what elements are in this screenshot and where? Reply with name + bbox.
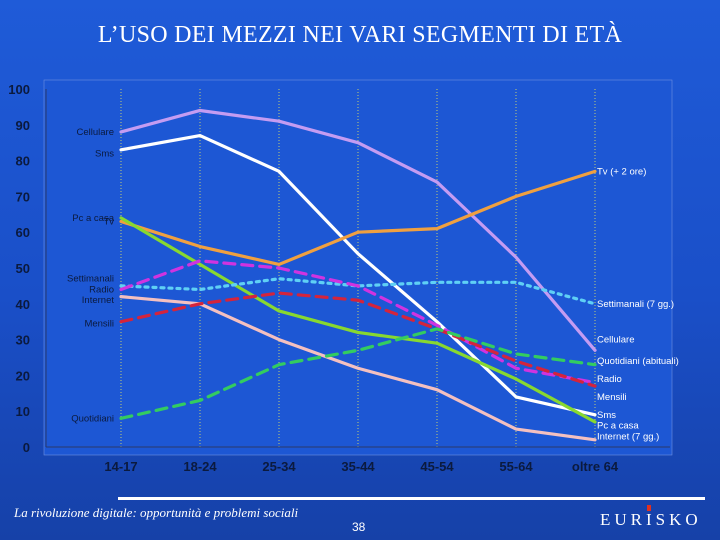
chart-axes: 0 10 20 30 40 50 60 70 80 90 100 14-17 18-24 25-34 35-… [8, 82, 670, 474]
left-label-radio: Radio [89, 284, 114, 295]
eurisko-logo: EURISKO [600, 510, 702, 529]
y-tick-label-30: 30 [16, 333, 30, 348]
y-tick-label-70: 70 [16, 189, 30, 204]
x-tick-label-14-17: 14-17 [104, 459, 137, 474]
right-label-cellulare: Cellulare [597, 335, 635, 346]
x-tick-label-35-44: 35-44 [341, 459, 375, 474]
series-line-radio [119, 259, 597, 385]
left-label-mensili: Mensili [84, 318, 114, 329]
x-tick-label-45-54: 45-54 [420, 459, 454, 474]
series-line-cellulare [119, 108, 597, 352]
right-label-quotidiani-abituali-: Quotidiani (abituali) [597, 356, 679, 367]
y-tick-label-20: 20 [16, 368, 30, 383]
left-label-cellulare: Cellulare [77, 127, 115, 138]
series-line-quotidiani [119, 327, 597, 420]
chart-series [119, 108, 597, 442]
left-label-tv: Tv [103, 216, 114, 227]
left-label-internet: Internet [82, 295, 115, 306]
y-tick-label-0: 0 [23, 440, 30, 455]
right-label-mensili: Mensili [597, 392, 627, 403]
x-tick-label-oltre 64: oltre 64 [572, 459, 619, 474]
y-tick-label-50: 50 [16, 261, 30, 276]
x-tick-label-55-64: 55-64 [499, 459, 533, 474]
right-label-radio: Radio [597, 374, 622, 385]
page-number: 38 [352, 520, 366, 534]
left-label-quotidiani: Quotidiani [71, 413, 114, 424]
footer-subtitle: La rivoluzione digitale: opportunità e p… [14, 505, 299, 520]
right-label-settimanali-7-gg-: Settimanali (7 gg.) [597, 299, 674, 310]
y-tick-label-80: 80 [16, 154, 30, 169]
y-tick-label-40: 40 [16, 297, 30, 312]
right-label-sms: Sms [597, 410, 616, 421]
left-label-sms: Sms [95, 148, 114, 159]
y-tick-label-10: 10 [16, 404, 30, 419]
y-tick-label-60: 60 [16, 225, 30, 240]
series-line-settimanali [119, 277, 597, 306]
footer-divider [118, 497, 705, 500]
y-tick-label-90: 90 [16, 118, 30, 133]
left-label-pc-a-casa: Pc a casa [72, 213, 114, 224]
series-line-tv-2-ore- [119, 169, 597, 267]
series-line-sms [119, 133, 597, 417]
y-tick-label-100: 100 [8, 82, 30, 97]
right-label-internet-7-gg-: Internet (7 gg.) [597, 431, 659, 442]
right-label-tv-2-ore-: Tv (+ 2 ore) [597, 166, 646, 177]
slide-title: L’USO DEI MEZZI NEI VARI SEGMENTI DI ETÀ [97, 22, 623, 48]
x-tick-label-18-24: 18-24 [183, 459, 217, 474]
right-label-pc-a-casa: Pc a casa [597, 421, 639, 432]
series-line-mensili [119, 291, 597, 388]
series-line-pc-a-casa [119, 216, 597, 424]
left-label-settimanali: Settimanali [67, 274, 114, 285]
logo-accent-mark [647, 505, 651, 511]
x-tick-label-25-34: 25-34 [262, 459, 296, 474]
